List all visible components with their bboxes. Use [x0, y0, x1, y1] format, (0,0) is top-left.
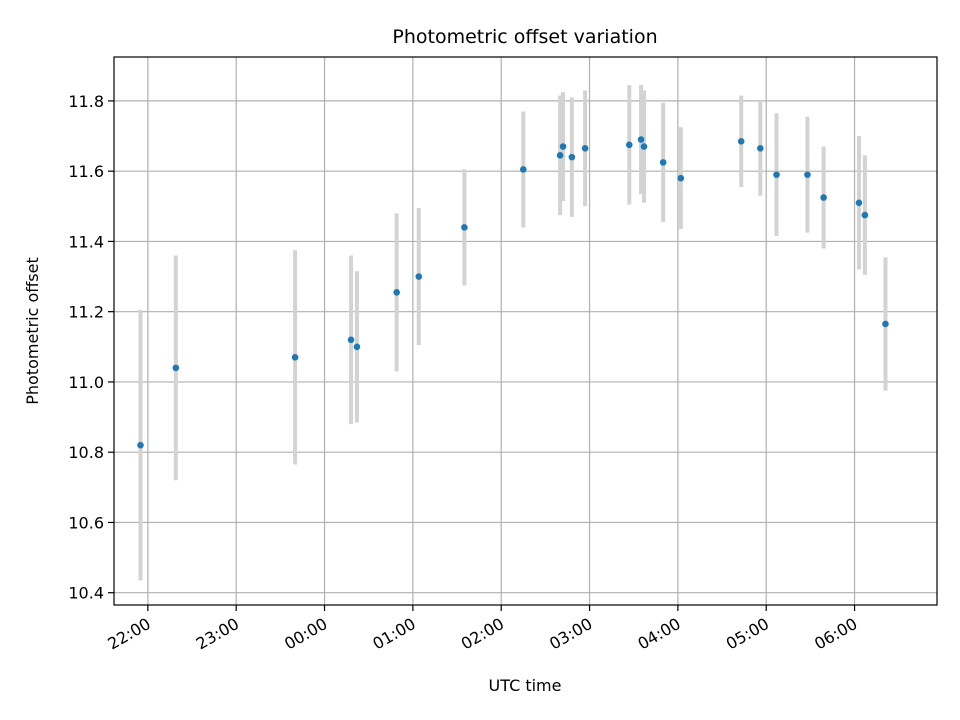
data-point — [568, 153, 576, 161]
data-point — [291, 354, 299, 361]
data-point — [637, 136, 645, 143]
y-tick-label: 11.6 — [68, 162, 104, 181]
data-point — [773, 171, 780, 178]
y-tick-label: 11.4 — [68, 232, 104, 251]
plot-frame — [113, 56, 938, 606]
y-axis: 10.4 10.6 10.8 11.0 11.2 11.4 11.6 11.8 — [68, 92, 114, 603]
data-point — [461, 224, 468, 231]
data-point — [559, 143, 567, 150]
data-point — [659, 159, 667, 166]
y-tick-label: 10.4 — [68, 584, 104, 603]
y-tick-label: 10.8 — [68, 443, 104, 462]
grid-layer — [114, 57, 937, 605]
data-point — [172, 364, 180, 372]
data-point — [640, 143, 648, 150]
x-axis-label: UTC time — [489, 676, 562, 695]
data-point — [625, 141, 633, 149]
data-point — [519, 166, 527, 173]
data-point — [347, 336, 355, 344]
data-point — [820, 194, 827, 201]
y-tick-label: 11.0 — [68, 373, 104, 392]
data-point — [757, 145, 764, 152]
data-point — [353, 343, 361, 351]
data-point — [137, 441, 144, 449]
data-point — [556, 152, 564, 159]
data-point — [855, 199, 863, 207]
y-axis-label: Photometric offset — [23, 257, 42, 405]
chart-title: Photometric offset variation — [392, 26, 657, 48]
data-point — [393, 289, 400, 296]
data-point — [677, 174, 685, 182]
data-point — [861, 211, 869, 219]
data-point — [737, 138, 745, 145]
y-tick-label: 11.2 — [68, 303, 104, 322]
point-layer — [137, 136, 889, 449]
y-tick-label: 10.6 — [68, 513, 104, 532]
data-point — [415, 273, 423, 280]
data-point — [581, 145, 589, 152]
data-point — [804, 171, 811, 178]
y-tick-label: 11.8 — [68, 92, 104, 111]
data-point — [882, 320, 889, 328]
